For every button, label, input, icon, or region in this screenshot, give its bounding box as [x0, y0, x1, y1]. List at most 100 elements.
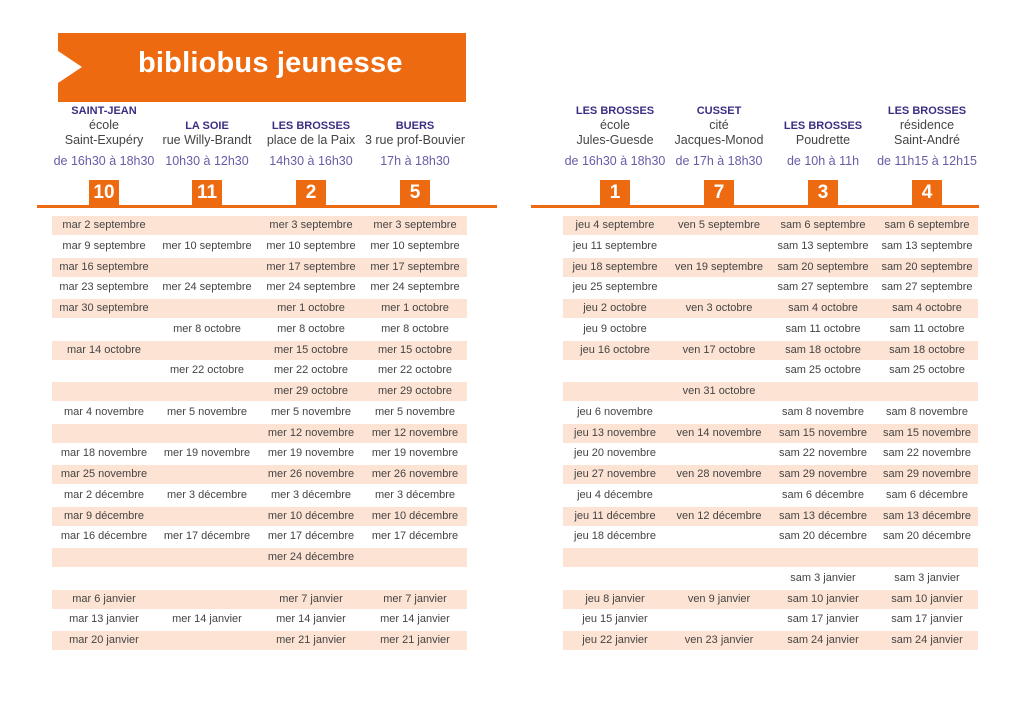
route-number-badge: 3: [808, 180, 838, 206]
route-number-badge: 11: [192, 180, 222, 206]
left-header-rule: [37, 205, 497, 208]
date-cell: mer 24 décembre: [267, 551, 355, 563]
time-range: de 11h15 à 12h15: [877, 154, 977, 168]
date-cell: mer 3 décembre: [270, 489, 352, 501]
date-cell: sam 29 novembre: [778, 468, 868, 480]
date-cell: mer 7 janvier: [279, 593, 343, 605]
table-row: mar 16 décembre mer 17 décembre mer 17 déc…: [52, 527, 467, 546]
date-cell: jeu 11 décembre: [574, 510, 656, 522]
date-cell: mer 14 janvier: [380, 613, 450, 625]
table-row: mar 14 octobre mer 15 octobre mer 15 octob…: [52, 341, 467, 360]
table-row: mer 22 octobre mer 22 octobre mer 22 octob…: [52, 361, 467, 380]
date-cell: ven 28 novembre: [676, 468, 762, 480]
date-cell: mer 15 octobre: [274, 344, 348, 356]
place-line-2: 3 rue prof-Bouvier: [364, 133, 466, 147]
date-cell: mer 15 octobre: [378, 344, 452, 356]
location-label: LES BROSSES: [575, 105, 655, 117]
date-cell: jeu 13 novembre: [574, 427, 656, 439]
date-cell: sam 6 septembre: [884, 219, 970, 231]
date-cell: mer 3 décembre: [374, 489, 456, 501]
date-cell: mer 5 novembre: [374, 406, 456, 418]
date-cell: mer 3 décembre: [166, 489, 248, 501]
date-cell: mer 17 décembre: [163, 530, 251, 542]
date-cell: sam 13 septembre: [777, 240, 869, 252]
table-row: mar 6 janvier mer 7 janvier mer 7 janvier: [52, 590, 467, 609]
date-cell: sam 24 janvier: [787, 634, 859, 646]
date-cell: sam 20 septembre: [881, 261, 973, 273]
date-cell: mar 2 décembre: [63, 489, 145, 501]
date-cell: jeu 2 octobre: [583, 302, 647, 314]
page-title: bibliobus jeunesse: [138, 47, 403, 79]
date-cell: sam 13 décembre: [778, 510, 868, 522]
time-range: 10h30 à 12h30: [165, 154, 249, 168]
route-number-badge: 10: [89, 180, 119, 206]
date-cell: sam 18 octobre: [889, 344, 965, 356]
date-cell: mar 30 septembre: [59, 302, 149, 314]
table-row: mer 12 novembre mer 12 novembre: [52, 424, 467, 443]
route-number-badge: 1: [600, 180, 630, 206]
right-header-rule: [531, 205, 979, 208]
date-cell: sam 20 septembre: [777, 261, 869, 273]
table-row: mer 29 octobre mer 29 octobre: [52, 382, 467, 401]
location-label: BUERS: [395, 120, 435, 132]
date-cell: mer 12 novembre: [267, 427, 355, 439]
place-line-2: Jules-Guesde: [576, 133, 654, 147]
time-range: de 17h à 18h30: [675, 154, 763, 168]
table-row: mar 25 novembre mer 26 novembre mer 26 nov…: [52, 465, 467, 484]
date-cell: mer 8 octobre: [381, 323, 449, 335]
right-column-header-2: CUSSET cité Jacques-Monod de 17h à 18h30: [667, 104, 771, 168]
date-cell: mer 7 janvier: [383, 593, 447, 605]
table-row: mar 4 novembre mer 5 novembre mer 5 novemb…: [52, 403, 467, 422]
date-cell: ven 31 octobre: [682, 385, 756, 397]
date-cell: ven 3 octobre: [685, 302, 753, 314]
date-cell: mar 9 septembre: [62, 240, 146, 252]
date-cell: sam 4 octobre: [788, 302, 858, 314]
date-cell: jeu 4 décembre: [577, 489, 653, 501]
location-label: LES BROSSES: [783, 120, 863, 132]
table-row: jeu 22 janvier ven 23 janvier sam 24 janvi…: [563, 631, 978, 650]
table-row: mar 16 septembre mer 17 septembre mer 17 s…: [52, 258, 467, 277]
place-line-2: rue Willy-Brandt: [162, 133, 252, 147]
table-row: jeu 11 septembre sam 13 septembre sam 13 s…: [563, 237, 978, 256]
table-row: jeu 16 octobre ven 17 octobre sam 18 octob…: [563, 341, 978, 360]
date-cell: mer 8 octobre: [277, 323, 345, 335]
place-line-2: Saint-André: [893, 133, 960, 147]
date-cell: mer 5 novembre: [270, 406, 352, 418]
time-range: de 10h à 11h: [786, 154, 860, 168]
date-cell: sam 11 octobre: [889, 323, 965, 335]
date-cell: mer 24 septembre: [370, 281, 460, 293]
date-cell: mar 16 septembre: [59, 261, 149, 273]
date-cell: sam 27 septembre: [881, 281, 973, 293]
date-cell: mar 6 janvier: [72, 593, 136, 605]
table-row: sam 25 octobre sam 25 octobre: [563, 361, 978, 380]
date-cell: sam 24 janvier: [891, 634, 963, 646]
date-cell: mer 22 octobre: [170, 364, 244, 376]
table-row: mar 9 septembre mer 10 septembre mer 10 se…: [52, 237, 467, 256]
route-number-badge: 2: [296, 180, 326, 206]
date-cell: sam 29 novembre: [882, 468, 972, 480]
table-row: jeu 2 octobre ven 3 octobre sam 4 octobre s…: [563, 299, 978, 318]
time-range: 14h30 à 16h30: [269, 154, 353, 168]
date-cell: mer 19 novembre: [371, 447, 459, 459]
date-cell: mar 14 octobre: [67, 344, 141, 356]
time-range: de 16h30 à 18h30: [53, 154, 155, 168]
date-cell: sam 13 septembre: [881, 240, 973, 252]
date-cell: sam 27 septembre: [777, 281, 869, 293]
place-line-1: école: [600, 118, 630, 132]
date-cell: sam 18 octobre: [785, 344, 861, 356]
table-row: [563, 548, 978, 567]
date-cell: sam 25 octobre: [785, 364, 861, 376]
date-cell: jeu 20 novembre: [574, 447, 656, 459]
date-cell: sam 10 janvier: [891, 593, 963, 605]
date-cell: mer 10 septembre: [266, 240, 356, 252]
date-cell: sam 6 décembre: [886, 489, 968, 501]
date-cell: sam 8 novembre: [886, 406, 968, 418]
date-cell: sam 20 décembre: [882, 530, 972, 542]
location-label: LES BROSSES: [887, 105, 967, 117]
date-cell: sam 11 octobre: [785, 323, 861, 335]
date-cell: mer 10 septembre: [162, 240, 252, 252]
date-cell: jeu 6 novembre: [577, 406, 653, 418]
date-cell: jeu 4 septembre: [575, 219, 655, 231]
date-cell: mer 21 janvier: [380, 634, 450, 646]
date-cell: sam 20 décembre: [778, 530, 868, 542]
